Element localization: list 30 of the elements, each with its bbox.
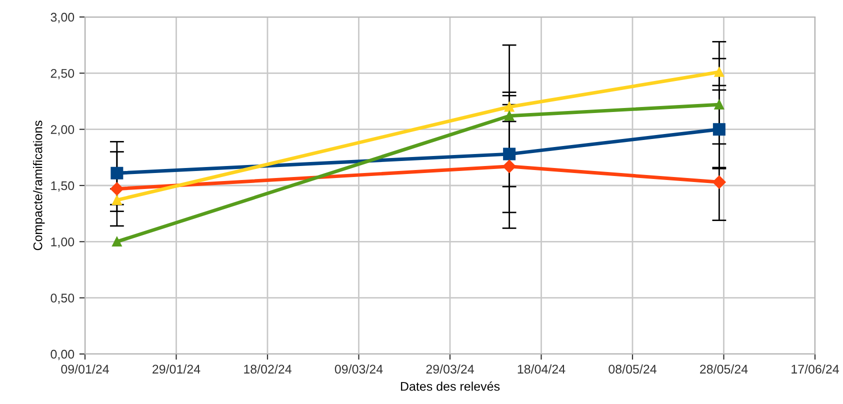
y-tick-label: 3,00 [50,12,74,24]
point [504,102,514,112]
point [712,123,726,136]
point [110,166,124,180]
y-tick-label: 2,50 [50,68,74,80]
x-axis-title: Dates des relevés [401,381,500,391]
x-tick-label: 08/05/24 [608,364,656,374]
y-tick-label: 0,00 [50,350,74,360]
y-tick-label: 2,00 [50,125,74,136]
y-axis-title: Compacte/ramifications [33,120,45,250]
point [112,195,122,205]
y-tick-label: 0,50 [50,294,74,304]
y-tick-label: 1,00 [51,237,74,248]
x-tick-label: 18/02/24 [244,364,292,374]
x-tick-label: 29/01/24 [152,364,200,374]
x-tick-label: 09/01/24 [61,364,109,374]
point [112,236,122,247]
y-tick-label: 1,50 [51,181,74,192]
point [503,148,516,160]
point [504,110,514,121]
x-tick-label: 09/03/24 [334,364,383,374]
point [502,160,516,173]
point [110,182,124,196]
x-tick-label: 29/03/24 [426,364,474,374]
x-tick-label: 18/04/24 [518,364,566,374]
x-tick-label: 17/06/24 [792,364,839,374]
point [714,100,724,110]
x-tick-label: 28/05/24 [700,364,748,374]
point [712,176,726,189]
point [714,67,724,77]
